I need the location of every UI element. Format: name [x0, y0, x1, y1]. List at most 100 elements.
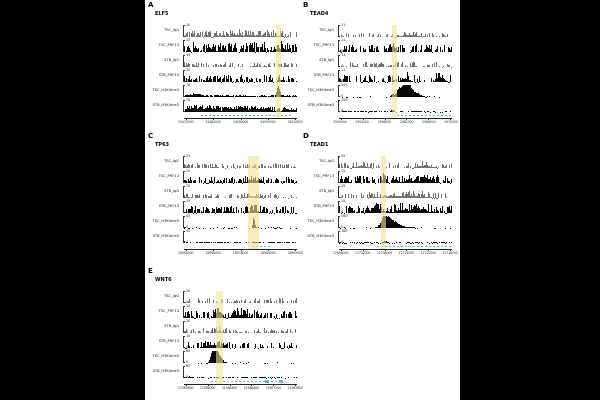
signal-bar — [363, 207, 364, 213]
axis-tick-labels: 2950000 2954000 2958000 2962000 2966000 29700… — [333, 120, 458, 125]
signal-bar — [238, 80, 239, 82]
signal-bar — [421, 242, 422, 243]
track-baseline-label: 0 — [186, 240, 188, 244]
signal-bar — [270, 165, 271, 168]
signal-bar — [259, 108, 260, 112]
axis-tick — [273, 384, 275, 386]
signal-bar — [426, 45, 427, 52]
signal-bar — [374, 205, 375, 213]
signal-bar — [214, 33, 215, 37]
signal-bar — [372, 207, 373, 213]
signal-bar — [238, 311, 239, 318]
signal-bar — [221, 36, 222, 37]
signal-bar — [390, 76, 391, 82]
signal-bar — [284, 79, 285, 82]
signal-bar — [237, 109, 238, 112]
signal-bar — [273, 346, 274, 348]
signal-bar — [223, 166, 224, 168]
signal-bar — [419, 75, 420, 82]
signal-bar — [229, 35, 230, 37]
signal-bar — [377, 191, 378, 198]
signal-bar — [348, 165, 349, 168]
signal-bar — [431, 179, 432, 183]
signal-bar — [410, 34, 411, 37]
track-ymax-label: 70 — [186, 82, 191, 87]
signal-bar — [413, 167, 414, 168]
signal-bar — [429, 45, 430, 52]
signal-bar — [184, 227, 185, 228]
signal-bar — [290, 110, 291, 112]
signal-bar — [402, 77, 403, 82]
signal-bar — [193, 63, 194, 67]
signal-bar — [417, 163, 418, 168]
signal-bar — [244, 182, 245, 183]
track-row-tsc_igg: TSC_IgG150 — [148, 154, 300, 170]
signal-bar — [290, 95, 291, 97]
signal-bar — [187, 106, 188, 112]
signal-bar — [199, 75, 200, 82]
highlight-band — [391, 25, 397, 118]
signal-bar — [191, 311, 192, 318]
signal-bar — [216, 30, 217, 37]
signal-bar — [406, 242, 407, 243]
signal-bar — [354, 66, 355, 67]
signal-bar — [401, 111, 402, 112]
signal-bar — [215, 76, 216, 82]
signal-bar — [287, 209, 288, 213]
signal-bar — [210, 195, 211, 198]
signal-bar — [403, 79, 404, 82]
signal-bar — [361, 192, 362, 198]
signal-bar — [234, 241, 235, 243]
track-label: STB_PHF13 — [313, 73, 334, 77]
signal-bar — [341, 66, 342, 67]
gene-model-line — [377, 246, 452, 248]
signal-bar — [254, 62, 255, 67]
signal-bar — [427, 47, 428, 52]
signal-bar — [292, 180, 293, 183]
signal-bar — [425, 197, 426, 198]
signal-bar — [259, 179, 260, 183]
signal-bar — [238, 180, 239, 183]
signal-bar — [235, 311, 236, 318]
signal-bar — [245, 207, 246, 213]
track-label: TSC_PHF13 — [158, 43, 179, 47]
gene-name-label: TEAD1 — [310, 142, 329, 148]
signal-bar — [271, 313, 272, 318]
signal-bar — [237, 78, 238, 82]
signal-bar — [269, 34, 270, 37]
axis-tick-labels: 34470000 34480000 34490000 34500000 34510000 — [178, 120, 303, 125]
signal-bar — [231, 43, 232, 52]
signal-bar — [213, 344, 214, 348]
signal-bar — [230, 95, 231, 97]
signal-bar — [209, 210, 210, 213]
signal-bar — [341, 176, 342, 183]
signal-bar — [212, 36, 213, 37]
signal-bar — [259, 211, 260, 213]
signal-bar — [400, 44, 401, 52]
axis-tick — [362, 249, 364, 251]
signal-bar — [446, 111, 447, 112]
signal-bar — [388, 76, 389, 82]
signal-bar — [428, 204, 429, 213]
track-label: TSC_H3K4me3 — [307, 219, 334, 223]
signal-bar — [259, 331, 260, 333]
signal-bar — [411, 242, 412, 243]
signal-bar — [339, 163, 340, 168]
signal-bar — [194, 31, 195, 37]
signal-bar — [263, 96, 264, 97]
track-baseline-label: 0 — [341, 240, 343, 244]
signal-bar — [186, 94, 187, 97]
signal-bar — [435, 181, 436, 183]
signal-bar — [192, 193, 193, 198]
signal-bar — [366, 227, 367, 228]
signal-bar — [401, 210, 402, 213]
signal-bar — [439, 242, 440, 243]
signal-bar — [266, 76, 267, 82]
signal-bar — [377, 66, 378, 67]
signal-bar — [268, 299, 269, 303]
signal-bar — [283, 65, 284, 67]
signal-bar — [199, 106, 200, 112]
signal-bar — [219, 47, 220, 52]
signal-bar — [371, 78, 372, 82]
signal-bar — [387, 51, 388, 52]
